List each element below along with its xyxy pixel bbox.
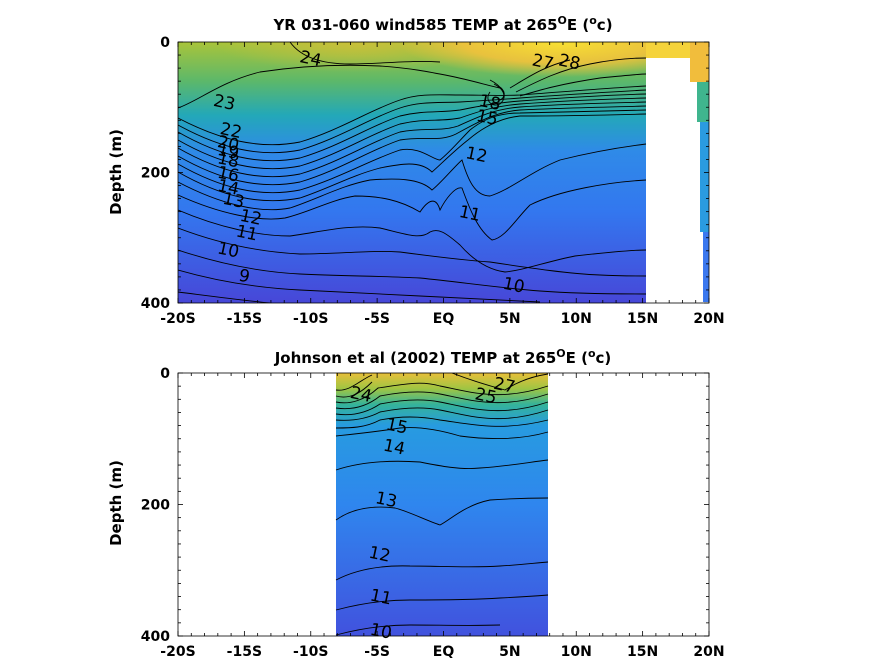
top-ylabel: Depth (m): [107, 129, 125, 215]
bottom-xtick-label: 10N: [561, 644, 592, 660]
bottom-xtick-label: 5N: [499, 644, 520, 660]
bottom-contour-label: 25: [473, 384, 498, 408]
bottom-xtick-label: -15S: [227, 644, 262, 660]
top-contour-label: 22: [218, 119, 243, 143]
top-contour-label: 14: [216, 176, 241, 200]
top-contour-lines: [178, 42, 647, 303]
bottom-contour-label: 24: [348, 383, 373, 407]
bottom-xtick-label: 15N: [627, 644, 658, 660]
bottom-xtick-label: -20S: [160, 644, 195, 660]
top-contour-label: 12: [464, 143, 489, 167]
bottom-contour-label: 12: [367, 543, 392, 567]
bottom-contour-lines: [335, 373, 549, 636]
top-ytick-label: 400: [141, 296, 170, 312]
top-contour-label: 13: [221, 189, 246, 213]
top-contour-label: 19: [216, 140, 241, 164]
top-contour-label: 18: [477, 91, 502, 115]
bottom-ytick-label: 0: [160, 366, 170, 382]
bottom-panel: Johnson et al (2002) TEMP at 265OE (oc) …: [107, 347, 725, 660]
bottom-contour-label: 27: [492, 374, 517, 398]
top-contour-label: 11: [234, 221, 259, 245]
top-contour-label: 9: [237, 266, 252, 288]
top-contour-label: 18: [216, 148, 241, 172]
top-xtick-label: -10S: [293, 311, 328, 327]
top-xtick-label: -20S: [160, 311, 195, 327]
top-title: YR 031-060 wind585 TEMP at 265OE (oc): [272, 14, 612, 34]
top-contour-label: 20: [216, 132, 241, 156]
top-contour-label: 11: [457, 202, 482, 226]
bottom-ticks: -20S -15S -10S -5S EQ 5N 10N 15N 20N 0 200 400: [141, 366, 725, 660]
bottom-contour-label: 13: [374, 488, 399, 512]
top-panel: YR 031-060 wind585 TEMP at 265OE (oc): [107, 14, 725, 327]
bottom-contour-label: 15: [384, 415, 409, 439]
top-xtick-label: -5S: [364, 311, 390, 327]
top-contour-label: 15: [474, 106, 499, 130]
bottom-ytick-label: 200: [141, 498, 170, 514]
top-contour-label: 27: [530, 51, 555, 75]
bottom-xtick-label: -10S: [293, 644, 328, 660]
top-xtick-label: -15S: [227, 311, 262, 327]
top-contour-label: 24: [298, 47, 323, 71]
top-ytick-label: 200: [141, 166, 170, 182]
top-xtick-label: 10N: [561, 311, 592, 327]
bottom-contour-label: 14: [382, 436, 407, 460]
bottom-title: Johnson et al (2002) TEMP at 265OE (oc): [274, 347, 612, 367]
top-contour-label: 10: [501, 274, 526, 298]
top-contour-fill: [178, 42, 709, 303]
top-contour-label: 16: [216, 163, 241, 187]
top-contour-label: 23: [212, 91, 237, 115]
top-xtick-label: EQ: [433, 311, 455, 327]
bottom-xtick-label: 20N: [693, 644, 724, 660]
top-xtick-label: 20N: [693, 311, 724, 327]
bottom-contour-label: 10: [368, 620, 393, 644]
top-contour-label: 10: [216, 238, 241, 262]
bottom-ylabel: Depth (m): [107, 460, 125, 546]
top-xtick-label: 5N: [499, 311, 520, 327]
top-contour-label: 12: [238, 206, 263, 230]
top-contour-label: 28: [557, 51, 582, 75]
bottom-contour-fill: [336, 373, 548, 636]
bottom-xtick-label: EQ: [433, 644, 455, 660]
bottom-ytick-label: 400: [141, 629, 170, 645]
bottom-contour-label: 11: [368, 585, 393, 609]
top-xtick-label: 15N: [627, 311, 658, 327]
bottom-xtick-label: -5S: [364, 644, 390, 660]
top-ytick-label: 0: [160, 35, 170, 51]
top-ticks: -20S -15S -10S -5S EQ 5N 10N 15N 20N 0 200 400: [141, 35, 725, 327]
